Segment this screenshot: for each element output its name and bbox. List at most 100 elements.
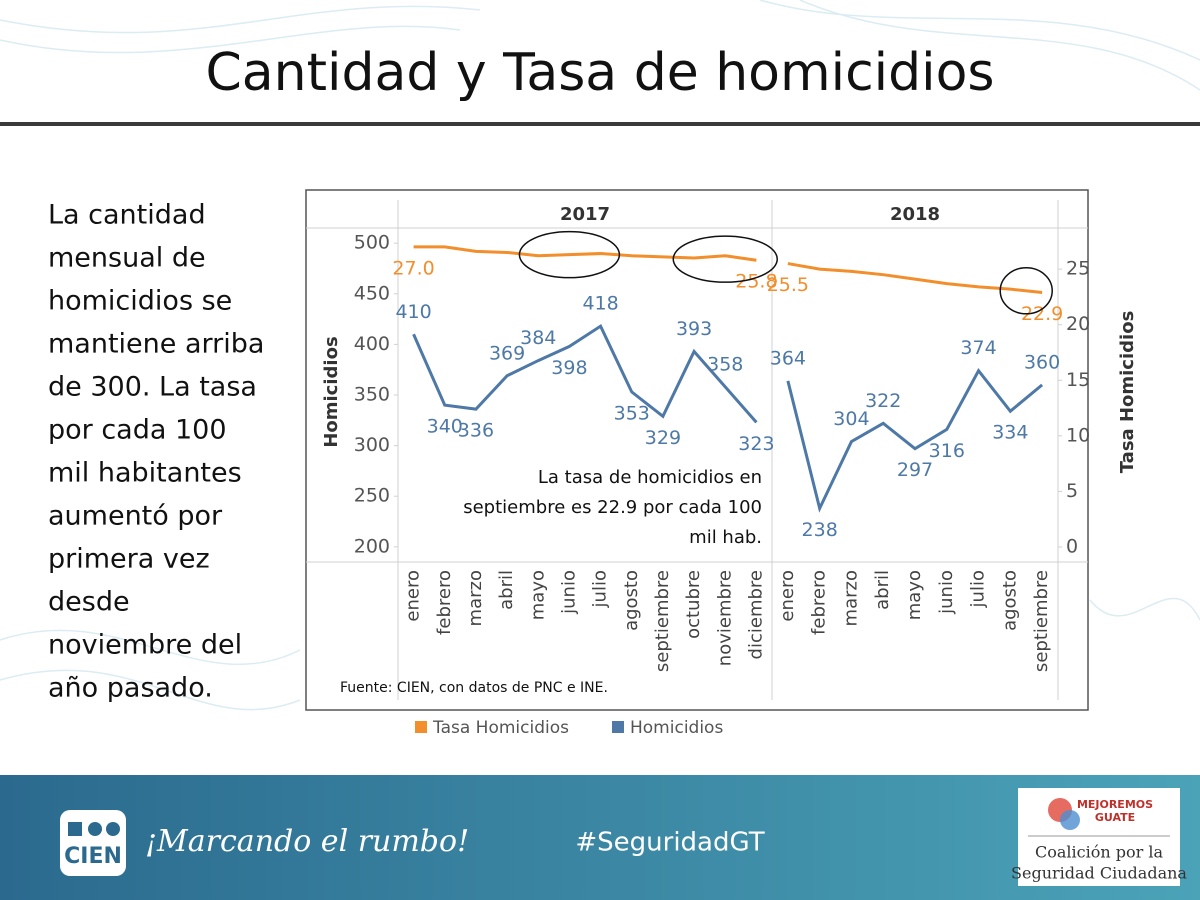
data-label: 418	[582, 293, 618, 315]
data-label: 329	[645, 427, 681, 449]
highlight-ring	[672, 235, 778, 283]
data-label: 316	[929, 440, 965, 462]
legend-label: Tasa Homicidios	[432, 718, 569, 738]
y2-tick-label: 10	[1066, 424, 1090, 446]
y2-tick-label: 5	[1066, 480, 1078, 502]
slogan: ¡Marcando el rumbo!	[145, 824, 469, 859]
annotation: La tasa de homicidios en	[538, 467, 762, 488]
body-line: mil habitantes	[48, 458, 242, 489]
x-tick-label: julio	[590, 570, 611, 608]
x-tick-label: mayo	[904, 570, 925, 620]
series-line	[413, 245, 757, 262]
x-tick-label: enero	[403, 570, 424, 622]
x-tick-label: junio	[558, 570, 579, 615]
panel-title: 2017	[560, 204, 610, 225]
body-line: homicidios se	[48, 286, 232, 317]
data-label: 336	[458, 420, 494, 442]
partner-logo	[1018, 788, 1180, 886]
data-label: 25.8	[735, 271, 777, 293]
y2-axis-title: Tasa Homicidios	[1117, 311, 1138, 474]
footer-band	[0, 775, 1200, 900]
title-rule	[0, 122, 1200, 126]
data-label: 334	[992, 422, 1028, 444]
data-label: 384	[520, 327, 556, 349]
x-tick-label: mayo	[527, 570, 548, 620]
partner-name: GUATE	[1095, 811, 1135, 824]
y2-tick-label: 15	[1066, 369, 1090, 391]
partner-icon	[1060, 810, 1080, 830]
annotation: mil hab.	[689, 527, 762, 548]
body-line: mensual de	[48, 243, 206, 274]
y-tick-label: 350	[354, 384, 390, 406]
body-text: La cantidad mensual de homicidios se mantie…	[48, 200, 264, 704]
y-tick-label: 450	[354, 282, 390, 304]
hashtag: #SeguridadGT	[575, 828, 764, 858]
partner-name: MEJOREMOS	[1077, 798, 1153, 811]
y-tick-label: 200	[354, 535, 390, 557]
body-line: La cantidad	[48, 200, 206, 231]
partner-text: Coalición por la	[1035, 843, 1163, 862]
x-tick-label: agosto	[621, 570, 642, 631]
data-label: 358	[707, 353, 743, 375]
highlight-ring	[999, 267, 1053, 315]
y-tick-label: 250	[354, 485, 390, 507]
x-tick-label: octubre	[683, 570, 704, 639]
y2-tick-label: 0	[1066, 535, 1078, 557]
x-tick-label: enero	[777, 570, 798, 622]
body-line: año pasado.	[48, 673, 213, 704]
data-label: 364	[770, 347, 806, 369]
x-tick-label: marzo	[840, 570, 861, 626]
x-tick-label: julio	[968, 570, 989, 608]
logo-dot	[106, 822, 120, 836]
series-line	[412, 323, 758, 424]
body-line: desde	[48, 587, 130, 618]
data-label: 374	[960, 337, 996, 359]
source: Fuente: CIEN, con datos de PNC e INE.	[340, 680, 608, 696]
legend-swatch	[612, 721, 624, 733]
body-line: de 300. La tasa	[48, 372, 257, 403]
chart-frame	[305, 189, 1089, 711]
x-tick-label: abril	[872, 570, 893, 610]
y-axis-title: Homicidios	[321, 336, 342, 447]
data-label: 22.9	[1021, 303, 1063, 325]
decor	[0, 0, 1200, 711]
body-line: aumentó por	[48, 501, 223, 532]
body-line: por cada 100	[48, 415, 227, 446]
logo-square	[68, 822, 82, 836]
data-label: 410	[395, 301, 431, 323]
x-tick-label: febrero	[809, 570, 830, 635]
panel-title: 2018	[890, 204, 940, 225]
data-label: 340	[427, 416, 463, 438]
data-label: 369	[489, 342, 525, 364]
data-label: 323	[738, 433, 774, 455]
data-label: 322	[865, 390, 901, 412]
x-tick-label: diciembre	[745, 570, 766, 659]
slide-title: Cantidad y Tasa de homicidios	[206, 43, 995, 103]
x-tick-label: agosto	[999, 570, 1020, 631]
data-label: 393	[676, 318, 712, 340]
x-tick-label: marzo	[465, 570, 486, 626]
y-tick-label: 500	[354, 232, 390, 254]
body-line: mantiene arriba	[48, 329, 264, 360]
x-tick-label: abril	[496, 570, 517, 610]
data-label: 27.0	[392, 257, 434, 279]
data-label: 238	[802, 519, 838, 541]
data-label: 297	[897, 459, 933, 481]
body-line: noviembre del	[48, 630, 242, 661]
partner-text: Seguridad Ciudadana	[1011, 864, 1187, 883]
data-label: 353	[614, 402, 650, 424]
data-label: 25.5	[767, 274, 809, 296]
logo-dot	[88, 822, 102, 836]
body-line: primera vez	[48, 544, 210, 575]
x-tick-label: noviembre	[714, 570, 735, 666]
highlight-ring	[518, 230, 621, 279]
series-line	[786, 367, 1044, 513]
logo-text: CIEN	[64, 844, 122, 869]
y2-tick-label: 25	[1066, 258, 1090, 280]
x-tick-label: septiembre	[652, 570, 673, 672]
data-label: 398	[551, 357, 587, 379]
data-label: 304	[833, 408, 869, 430]
chart: 200 250 300 350 400 450 500 0 5 10 15 20 25 Homicidio…	[306, 200, 1138, 738]
